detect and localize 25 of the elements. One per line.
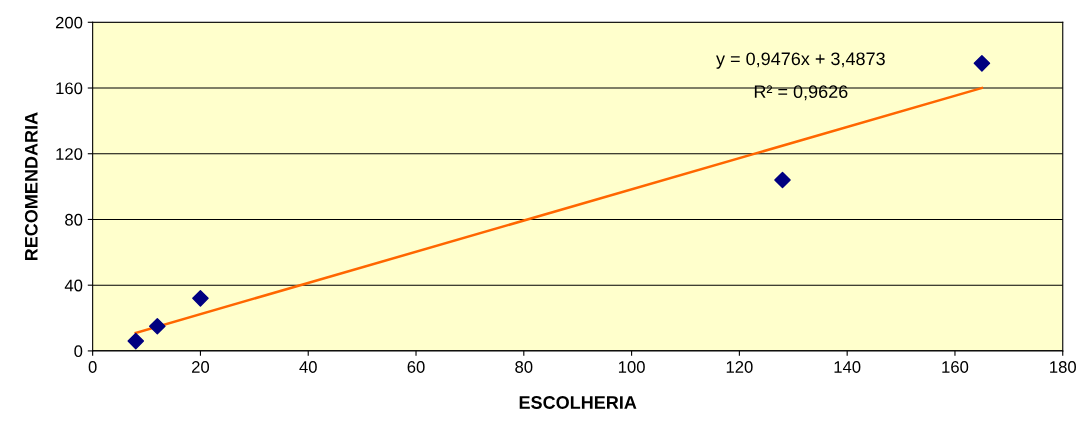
point	[973, 55, 991, 72]
x-tick-label: 180	[1050, 361, 1076, 373]
y-tick-label: 160	[56, 82, 83, 95]
x-tick-label: 60	[407, 361, 425, 373]
y-axis-title: RECOMENDARIA	[24, 112, 38, 261]
y-tick-label: 80	[65, 213, 83, 226]
point	[149, 317, 166, 335]
x-axis-title: ESCOLHERIA	[519, 396, 637, 409]
x-tick-label: 160	[942, 361, 969, 373]
point	[774, 171, 791, 189]
annotation: R² = 0,9626	[754, 85, 848, 101]
point	[127, 332, 145, 350]
x-tick-label: 120	[726, 361, 753, 373]
y-tick-label: 0	[74, 345, 83, 358]
x-tick-label: 0	[88, 361, 97, 373]
point	[192, 290, 209, 307]
x-tick-label: 80	[515, 361, 533, 373]
x-tick-label: 20	[192, 361, 210, 373]
y-tick-label: 120	[56, 148, 83, 160]
x-tick-label: 140	[834, 361, 861, 373]
y-tick-label: 40	[64, 279, 83, 292]
x-tick-label: 100	[618, 361, 645, 373]
y-tick-label: 200	[55, 16, 83, 29]
annotation: y = 0,9476x + 3,4873	[716, 52, 885, 69]
x-tick-label: 40	[299, 361, 317, 373]
